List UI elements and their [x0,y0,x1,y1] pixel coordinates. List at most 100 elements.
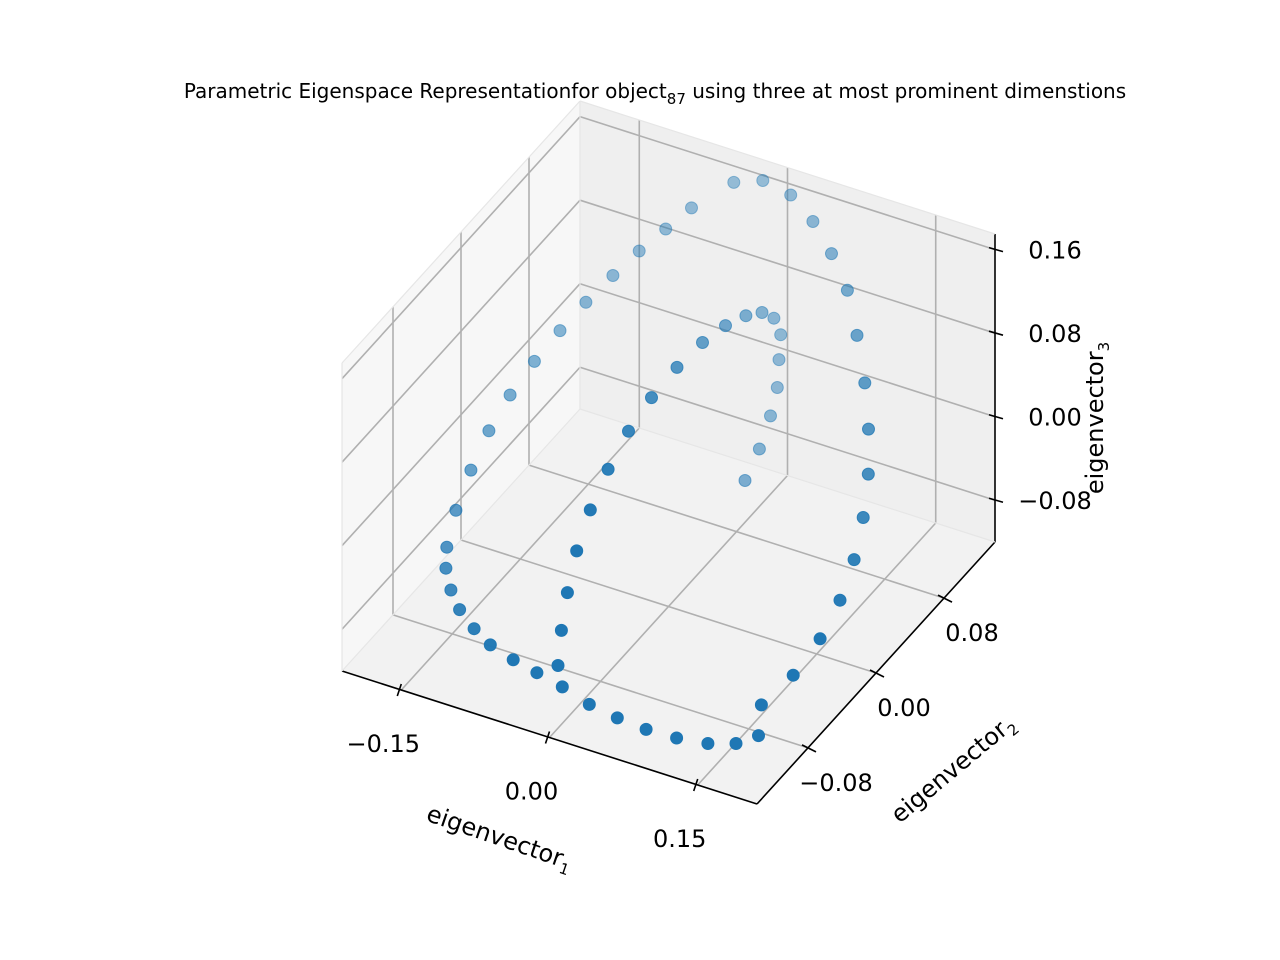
axis-lines [341,100,996,805]
scatter-point [784,188,798,202]
y-tick-mark [869,669,885,678]
x-tick-label: 0.00 [505,778,558,806]
z-tick-label: 0.08 [1028,320,1081,348]
scatter-point [719,319,732,333]
scatter-point [632,244,646,258]
z-tick-mark [988,330,1004,336]
scatter-point [553,324,567,338]
scatter-point [756,174,770,187]
scatter-point [727,175,741,189]
scatter-point [862,422,875,436]
scatter-point [806,215,820,228]
scatter-point [856,511,870,524]
scatter-point [622,424,635,438]
scatter-point [560,586,574,600]
scatter-point [685,201,698,215]
axis-ticks: −0.15 0.00 0.15 −0.08 0.00 0.08 −0.08 0.00 0.08 0… [347,237,1092,853]
scatter-point [670,731,684,745]
z-axis-label: eigenvector3 [1081,342,1113,494]
scatter-point [850,328,864,342]
y-tick-label: 0.08 [945,619,998,647]
scatter-point [439,561,453,575]
y-axis-label: eigenvector2 [886,709,1023,831]
x-tick-label: 0.15 [653,825,706,853]
scatter-point [555,680,569,694]
grid-line-z-left [341,366,581,630]
scatter-point [858,376,872,390]
z-tick-mark [988,413,1004,420]
scatter-point [752,442,766,456]
scatter-point [767,311,781,325]
scatter-point [754,698,768,712]
grid-lines [341,115,996,786]
scatter-point [449,503,463,517]
y-tick-mark [801,744,817,753]
x-tick-mark [544,731,551,744]
scatter-point [527,354,541,368]
scatter-point [729,737,743,750]
scatter-point [601,462,615,476]
scatter-point [764,409,777,423]
scatter-point [770,381,784,394]
scatter-point [530,666,544,680]
scatter-point [554,623,568,637]
scatter-point [579,295,593,309]
x-axis-label: eigenvector1 [422,799,576,879]
scatter-point [610,711,624,725]
pane-edge [341,408,581,672]
x-tick-mark [692,778,699,792]
scatter-point [444,583,458,597]
y-tick-mark [937,594,953,603]
scatter-point [639,722,653,736]
x-tick-label: −0.15 [347,730,421,758]
grid-line-y-floor [460,539,877,674]
z-tick-label: 0.16 [1028,237,1081,265]
z-tick-mark [988,246,1004,253]
grid-line-z-back [579,115,996,251]
scatter-point [786,668,800,682]
scatter-point [774,328,788,342]
pane-edge [579,100,996,235]
grid-line-z-left [341,116,581,380]
scatter-point [739,309,753,323]
scatter-point [483,638,497,652]
scatter-point [696,336,709,349]
pane-edge [341,100,581,364]
scatter-point [738,474,752,487]
scatter-point [467,622,481,636]
scatter-point [670,360,684,374]
chart-title: Parametric Eigenspace Representationfor … [184,79,1126,108]
scatter-point [840,283,854,297]
data-points [439,174,875,750]
scatter-point [861,467,875,481]
z-tick-mark [988,497,1004,504]
scatter-point [813,632,827,646]
scatter-point [847,553,861,567]
scatter-point [606,269,620,282]
scatter-point [506,653,520,667]
scatter-point [503,388,517,402]
scatter-point [464,463,478,477]
scatter-point [659,222,673,236]
scatter-point [833,593,847,607]
scatter-point [551,659,565,672]
pane-edge [579,408,996,543]
scatter-point [582,697,596,711]
scatter-point [570,544,584,558]
x-axis-line [341,670,758,805]
grid-line-y-floor [528,464,945,599]
z-tick-label: −0.08 [1018,487,1092,515]
scatter-point [583,503,597,517]
scatter-point [701,737,715,750]
z-tick-label: 0.00 [1028,404,1081,432]
grid-line-y-floor [392,614,809,749]
scatter-point [752,729,765,743]
grid-line-z-left [341,283,581,547]
scatter-point [825,247,838,261]
grid-line-z-back [579,282,996,418]
scatter-point [453,603,467,617]
grid-line-z-back [579,199,996,334]
y-tick-label: 0.00 [877,694,930,722]
scatter-point [482,424,496,438]
